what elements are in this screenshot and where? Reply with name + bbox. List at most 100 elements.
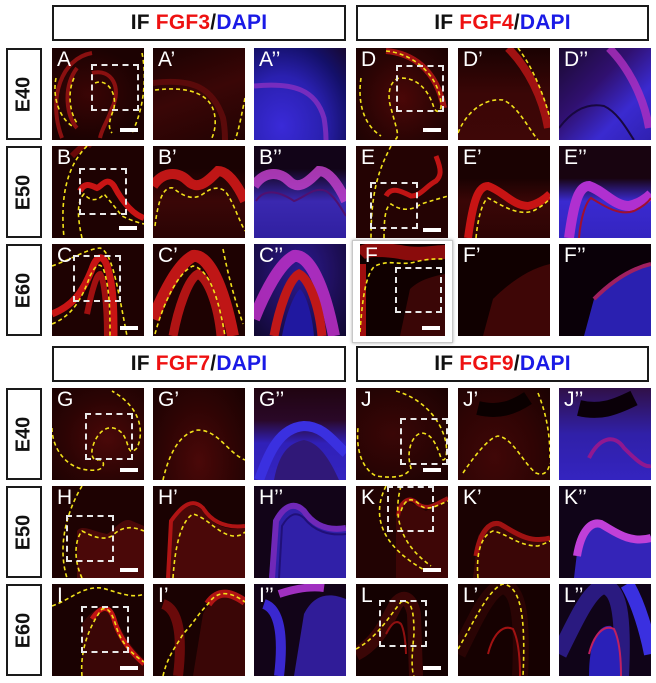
inset-box <box>370 182 418 229</box>
panel-H: H <box>52 486 144 578</box>
row-label-text: E60 <box>12 272 35 308</box>
scale-bar <box>120 326 138 330</box>
inset-box <box>387 486 434 532</box>
panel-label: E’ <box>463 146 482 169</box>
panel-K-double-prime: K’’ <box>559 486 651 578</box>
panel-B: B <box>52 146 144 238</box>
panel-label: J’’ <box>564 388 584 411</box>
panel-label: L <box>361 584 373 607</box>
panel-I-prime: I’ <box>153 584 245 676</box>
header-prefix: IF <box>434 11 454 34</box>
panel-B-double-prime: B’’ <box>254 146 346 238</box>
panel-D: D <box>356 48 448 140</box>
panel-label: K’’ <box>564 486 587 509</box>
panel-label: K’ <box>463 486 482 509</box>
inset-box <box>379 600 427 647</box>
panel-F: F <box>360 244 445 336</box>
panel-label: H’ <box>158 486 178 509</box>
panel-A: A <box>52 48 144 140</box>
panel-A-prime: A’ <box>153 48 245 140</box>
panel-label: B’ <box>158 146 177 169</box>
panel-F-prime: F’ <box>458 244 550 336</box>
panel-K-prime: K’ <box>458 486 550 578</box>
panel-E-prime: E’ <box>458 146 550 238</box>
header-stain: DAPI <box>519 11 571 34</box>
panel-K: K <box>356 486 448 578</box>
scale-bar <box>120 128 138 132</box>
header-stain: DAPI <box>519 352 571 375</box>
panel-J: J <box>356 388 448 480</box>
panel-label: D <box>361 48 377 71</box>
row-label-e50-top: E50 <box>6 146 42 238</box>
panel-A-double-prime: A’’ <box>254 48 346 140</box>
panel-label: A <box>57 48 72 71</box>
row-label-text: E40 <box>12 76 35 112</box>
panel-label: A’’ <box>259 48 281 71</box>
panel-label: E’’ <box>564 146 587 169</box>
inset-box <box>395 267 442 313</box>
panel-G: G <box>52 388 144 480</box>
header-fgf3: IF FGF3/DAPI <box>52 5 346 41</box>
header-prefix: IF <box>434 352 454 375</box>
header-marker: FGF7 <box>155 352 211 375</box>
panel-G-prime: G’ <box>153 388 245 480</box>
inset-box <box>79 168 127 215</box>
panel-H-double-prime: H’’ <box>254 486 346 578</box>
panel-label: G <box>57 388 74 411</box>
panel-label: F’’ <box>564 244 586 267</box>
panel-F-double-prime: F’’ <box>559 244 651 336</box>
panel-label: B’’ <box>259 146 282 169</box>
panel-label: F <box>365 244 378 267</box>
row-label-e50-bottom: E50 <box>6 486 42 578</box>
panel-C: C <box>52 244 144 336</box>
row-label-text: E60 <box>12 612 35 648</box>
inset-box <box>73 255 121 302</box>
panel-J-prime: J’ <box>458 388 550 480</box>
header-fgf4: IF FGF4/DAPI <box>356 5 649 41</box>
panel-label: C <box>57 244 73 267</box>
panel-D-double-prime: D’’ <box>559 48 651 140</box>
scale-bar <box>423 666 441 670</box>
header-prefix: IF <box>130 11 150 34</box>
header-sep: / <box>513 11 520 34</box>
panel-E: E <box>356 146 448 238</box>
panel-label: D’ <box>463 48 483 71</box>
scale-bar <box>423 568 441 572</box>
row-label-e60-top: E60 <box>6 244 42 336</box>
row-label-e40-bottom: E40 <box>6 388 42 480</box>
header-fgf9: IF FGF9/DAPI <box>356 346 649 382</box>
scale-bar <box>422 326 440 330</box>
row-label-text: E50 <box>12 174 35 210</box>
header-fgf7: IF FGF7/DAPI <box>52 346 346 382</box>
header-stain: DAPI <box>216 352 268 375</box>
inset-box <box>91 64 139 111</box>
row-label-text: E40 <box>12 416 35 452</box>
panel-label: E <box>361 146 376 169</box>
header-sep: / <box>513 352 520 375</box>
panel-label: D’’ <box>564 48 589 71</box>
inset-box <box>85 413 133 460</box>
panel-label: L’’ <box>564 584 584 607</box>
panel-I-double-prime: I’’ <box>254 584 346 676</box>
panel-J-double-prime: J’’ <box>559 388 651 480</box>
panel-L-double-prime: L’’ <box>559 584 651 676</box>
scale-bar <box>423 468 441 472</box>
panel-label: G’’ <box>259 388 285 411</box>
row-label-text: E50 <box>12 514 35 550</box>
row-label-e40-top: E40 <box>6 48 42 140</box>
header-sep: / <box>210 11 217 34</box>
scale-bar <box>423 228 441 232</box>
panel-D-prime: D’ <box>458 48 550 140</box>
panel-I: I <box>52 584 144 676</box>
panel-H-prime: H’ <box>153 486 245 578</box>
panel-label: I’’ <box>259 584 274 607</box>
panel-label: I’ <box>158 584 169 607</box>
panel-L-prime: L’ <box>458 584 550 676</box>
panel-label: C’ <box>158 244 178 267</box>
panel-label: F’ <box>463 244 481 267</box>
panel-E-double-prime: E’’ <box>559 146 651 238</box>
scale-bar <box>120 568 138 572</box>
panel-label: H <box>57 486 73 509</box>
panel-label: H’’ <box>259 486 284 509</box>
panel-label: J’ <box>463 388 479 411</box>
